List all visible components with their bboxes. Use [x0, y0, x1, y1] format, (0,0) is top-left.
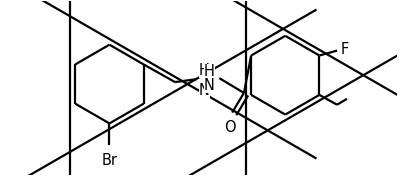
Text: O: O [224, 121, 236, 136]
Text: Br: Br [102, 153, 118, 168]
Text: F: F [341, 42, 349, 57]
Text: H
N: H N [204, 64, 215, 93]
Text: N: N [199, 83, 210, 98]
Text: H: H [199, 63, 210, 78]
